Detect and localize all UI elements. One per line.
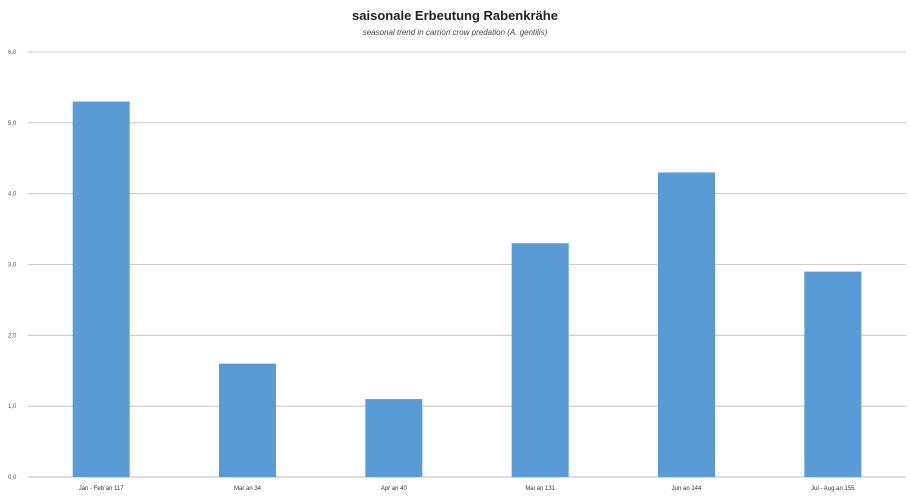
bar (219, 363, 276, 477)
y-tick-label: 1,0 (8, 404, 17, 410)
y-tick-label: 0,0 (8, 475, 17, 481)
bar (72, 101, 130, 477)
bar (365, 399, 423, 477)
x-tick-label: Jan - Feb an 117 (79, 486, 125, 492)
grid-lines (28, 51, 906, 478)
x-tick-label: Mar an 34 (234, 486, 262, 492)
x-axis-ticks: Jan - Feb an 117 Mar an 34 Apr an 40 Mai an… (79, 486, 855, 492)
x-tick-label: Jun an 144 (672, 486, 702, 492)
y-tick-label: 2,0 (8, 333, 17, 339)
chart-title: saisonale Erbeutung Rabenkrähe (352, 8, 558, 23)
y-tick-label: 4,0 (8, 192, 17, 198)
bar-series (72, 101, 862, 477)
y-tick-label: 5,0 (8, 121, 17, 127)
x-tick-label: Mai an 131 (525, 486, 555, 492)
bar (658, 172, 715, 477)
bar (804, 271, 862, 477)
y-tick-label: 3,0 (8, 263, 17, 269)
x-tick-label: Apr an 40 (381, 486, 408, 492)
y-tick-label: 6,0 (8, 50, 17, 56)
chart-subtitle: seasonal trend in carrion crow predation… (362, 28, 548, 37)
bar (511, 243, 569, 477)
y-axis-ticks: 0,0 1,0 2,0 3,0 4,0 5,0 6,0 (8, 50, 17, 481)
x-tick-label: Jul - Aug an 155 (811, 486, 855, 492)
